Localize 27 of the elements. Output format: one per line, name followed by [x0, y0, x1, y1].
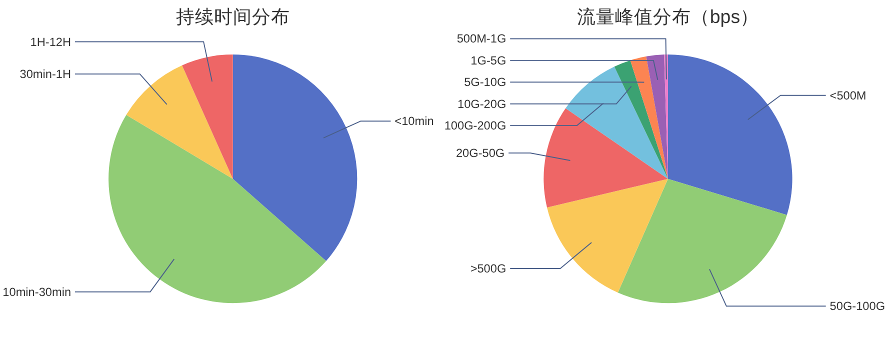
pie-slice: [566, 66, 668, 179]
slice-label: 1G-5G: [470, 53, 506, 68]
slice-label: 30min-1H: [20, 66, 72, 81]
pie-slice: [646, 54, 668, 179]
slice-label: 1H-12H: [30, 34, 72, 49]
pie-slice: [630, 56, 668, 179]
pie-slice: [108, 114, 326, 303]
pie-slice: [618, 178, 787, 303]
pie-slice: [668, 54, 792, 215]
chart-title: 持续时间分布: [176, 6, 290, 27]
slice-label: 100G-200G: [444, 118, 506, 133]
slice-label: >500G: [470, 261, 506, 276]
slice-label: 20G-50G: [456, 146, 505, 160]
slice-label: 10min-30min: [2, 284, 72, 299]
pie-slice: [614, 60, 668, 179]
slice-label: 50G-100G: [830, 299, 886, 314]
slice-label: 5G-10G: [464, 75, 506, 90]
slice-label: <10min: [394, 114, 434, 128]
pie-slice: [544, 108, 668, 208]
slice-label: 500M-1G: [456, 32, 506, 46]
pie-slice: [232, 54, 358, 262]
pie-slice: [182, 54, 233, 179]
chart-title: 流量峰值分布（bps）: [576, 6, 760, 27]
slice-label: <500M: [830, 88, 866, 102]
slice-label: 10G-20G: [458, 96, 506, 111]
pie-slice: [126, 65, 233, 179]
pie-slice: [547, 178, 668, 293]
